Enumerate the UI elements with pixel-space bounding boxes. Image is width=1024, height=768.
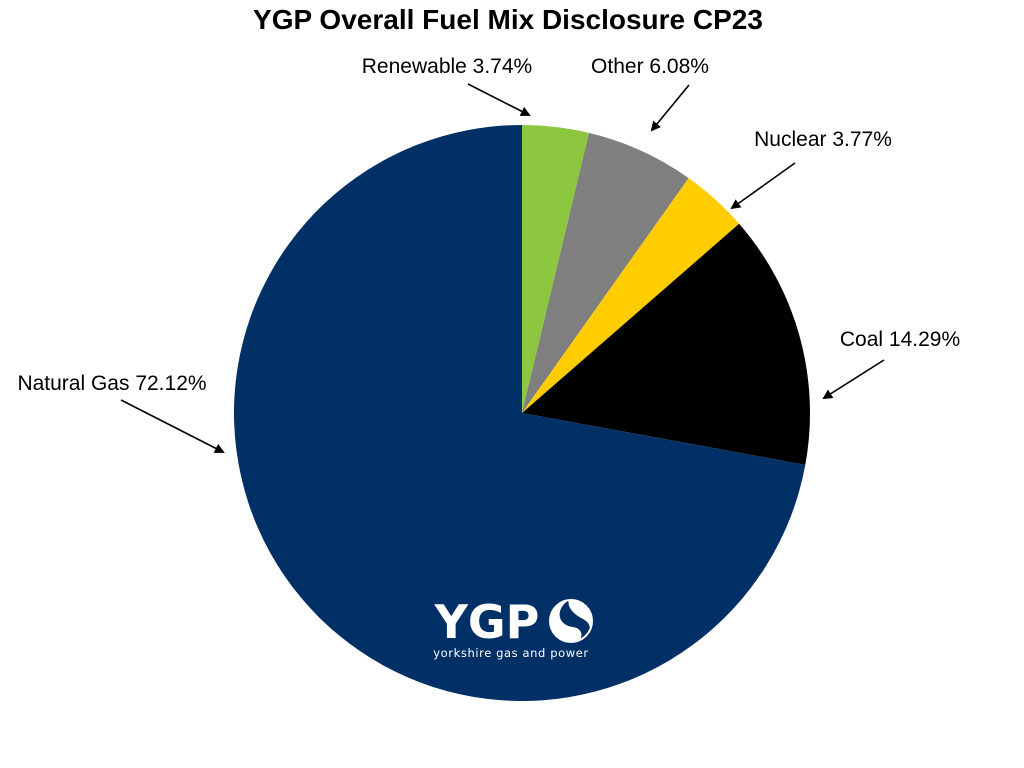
label-arrow-coal bbox=[822, 359, 885, 400]
pie-slice-other bbox=[522, 132, 689, 414]
pie-slice-coal bbox=[522, 223, 811, 465]
label-arrow-nuclear bbox=[730, 162, 796, 210]
slice-label-nuclear: Nuclear 3.77% bbox=[754, 128, 892, 151]
slice-labels: Renewable 3.74% Other 6.08% Nuclear 3.77% C… bbox=[17, 55, 960, 395]
pie-slice-renewable bbox=[522, 125, 590, 413]
slice-label-natural-gas: Natural Gas 72.12% bbox=[17, 372, 206, 395]
slice-label-other: Other 6.08% bbox=[591, 55, 709, 78]
logo-tagline: yorkshire gas and power bbox=[433, 646, 589, 660]
label-arrow-natural-gas bbox=[120, 399, 225, 453]
swirl-icon bbox=[549, 599, 593, 643]
label-arrow-renewable bbox=[467, 83, 531, 116]
chart-title: YGP Overall Fuel Mix Disclosure CP23 bbox=[253, 4, 763, 35]
slice-label-renewable: Renewable 3.74% bbox=[362, 55, 532, 78]
ygp-logo: YGP yorkshire gas and power bbox=[433, 595, 593, 660]
pie-slice-nuclear bbox=[522, 178, 740, 413]
label-arrows bbox=[120, 83, 885, 453]
logo-text: YGP bbox=[434, 595, 540, 649]
pie-slice-natural-gas bbox=[234, 125, 806, 702]
pie-slices bbox=[234, 125, 811, 702]
label-arrow-other bbox=[650, 84, 690, 132]
slice-label-coal: Coal 14.29% bbox=[840, 328, 960, 351]
